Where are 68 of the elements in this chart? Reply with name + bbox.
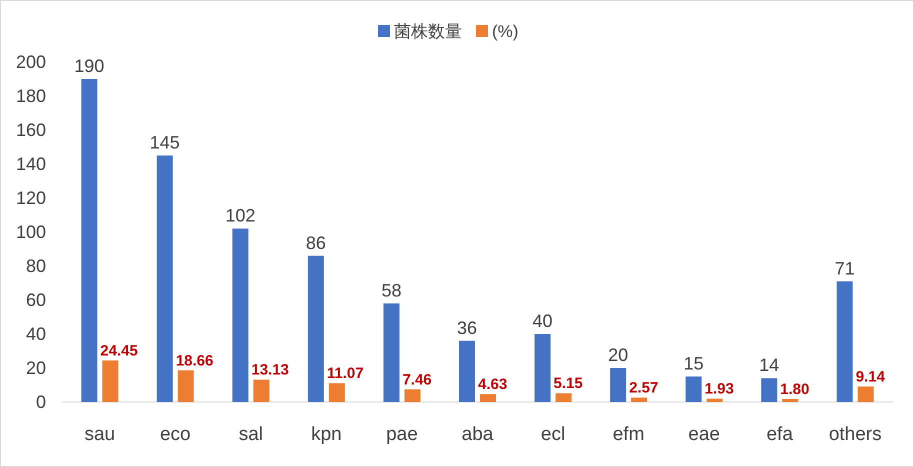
data-label: 15 bbox=[684, 354, 704, 374]
y-tick-label: 120 bbox=[16, 188, 46, 208]
data-label: 190 bbox=[74, 56, 104, 76]
data-label: 58 bbox=[381, 280, 402, 300]
y-tick-label: 40 bbox=[26, 324, 46, 344]
data-label: 40 bbox=[532, 311, 553, 331]
y-tick-label: 80 bbox=[26, 256, 46, 276]
data-label: 2.57 bbox=[629, 380, 658, 397]
data-label: 1.80 bbox=[780, 380, 810, 398]
bar bbox=[102, 360, 118, 402]
x-tick-label: eae bbox=[688, 424, 720, 445]
y-tick-label: 200 bbox=[16, 52, 46, 72]
data-label: 7.46 bbox=[402, 371, 432, 388]
data-label: 86 bbox=[306, 232, 326, 253]
bar bbox=[706, 398, 723, 402]
bar bbox=[232, 228, 248, 402]
bar bbox=[782, 398, 798, 402]
data-label: 20 bbox=[608, 345, 628, 365]
bar bbox=[858, 386, 874, 402]
bar bbox=[761, 378, 778, 402]
bar bbox=[534, 334, 551, 402]
y-tick-label: 60 bbox=[26, 290, 46, 310]
legend-label: 菌株数量 bbox=[394, 22, 462, 41]
bar bbox=[81, 79, 98, 402]
data-label: 1.93 bbox=[704, 380, 734, 398]
y-tick-label: 140 bbox=[16, 154, 46, 174]
y-tick-label: 160 bbox=[16, 120, 46, 140]
x-tick-label: ecl bbox=[540, 424, 566, 445]
data-label: 18.66 bbox=[176, 352, 214, 370]
data-label: 71 bbox=[834, 258, 855, 278]
legend-label: (%) bbox=[492, 22, 518, 41]
bar bbox=[404, 389, 420, 402]
bar bbox=[686, 376, 702, 402]
x-tick-label: sal bbox=[238, 424, 264, 445]
data-label: 36 bbox=[456, 318, 478, 338]
data-label: 24.45 bbox=[100, 342, 138, 360]
y-tick-label: 180 bbox=[16, 86, 46, 106]
x-tick-label: efm bbox=[612, 424, 644, 445]
bar bbox=[156, 156, 173, 402]
data-label: 5.15 bbox=[554, 375, 583, 392]
bar bbox=[253, 380, 270, 402]
bar bbox=[836, 281, 853, 402]
data-label: 9.14 bbox=[856, 368, 886, 386]
data-label: 4.63 bbox=[478, 376, 508, 394]
bar bbox=[459, 340, 475, 402]
x-tick-label: sau bbox=[84, 424, 116, 445]
x-tick-label: others bbox=[828, 424, 882, 445]
bar bbox=[480, 394, 496, 402]
bar bbox=[383, 303, 400, 402]
x-tick-label: kpn bbox=[311, 424, 342, 445]
x-tick-label: efa bbox=[766, 424, 794, 445]
bar bbox=[308, 256, 324, 402]
data-label: 145 bbox=[150, 132, 180, 152]
x-tick-label: aba bbox=[462, 424, 494, 445]
bar bbox=[631, 398, 648, 402]
bar bbox=[610, 368, 626, 402]
y-tick-label: 100 bbox=[16, 222, 46, 242]
data-label: 13.13 bbox=[251, 362, 289, 379]
bar bbox=[328, 383, 345, 402]
y-tick-label: 20 bbox=[26, 358, 46, 378]
data-label: 14 bbox=[759, 355, 780, 376]
y-tick-label: 0 bbox=[36, 392, 46, 412]
bar bbox=[178, 370, 194, 402]
x-tick-label: pae bbox=[386, 424, 418, 445]
x-tick-label: eco bbox=[160, 424, 191, 445]
data-label: 11.07 bbox=[326, 365, 364, 382]
bar bbox=[556, 393, 572, 402]
data-label: 102 bbox=[225, 206, 256, 226]
